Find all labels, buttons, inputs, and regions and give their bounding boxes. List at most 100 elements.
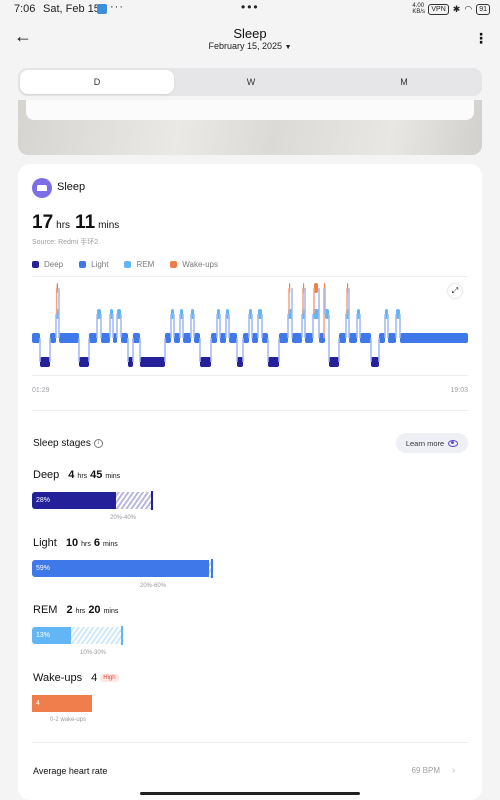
learn-more-button[interactable]: Learn more <box>396 433 468 453</box>
stage-percent-fill: 4 <box>32 695 92 712</box>
legend-swatch <box>79 261 87 268</box>
hypnogram-segment <box>59 333 79 343</box>
stage-percent-fill: 13% <box>32 627 71 644</box>
page-title: Sleep <box>233 26 267 41</box>
expand-icon[interactable]: ⤢ <box>448 284 462 298</box>
date-selector[interactable]: February 15, 2025 ▼ <box>0 41 500 51</box>
tab-month[interactable]: M <box>400 77 408 87</box>
hypnogram-segment <box>229 333 237 343</box>
hypnogram-segment <box>388 333 396 343</box>
hypnogram-segment <box>89 333 97 343</box>
hypnogram-segment <box>258 309 262 319</box>
legend-item-wakeups: Wake-ups <box>170 260 218 269</box>
hypnogram-segment <box>32 333 40 343</box>
stage-mins-unit: mins <box>105 473 121 480</box>
hypnogram-segment <box>325 309 329 319</box>
stage-rem-label: REM 2 hrs 20 mins <box>33 604 118 616</box>
hypnogram-segment <box>117 309 121 319</box>
chart-start-time: 01:29 <box>32 387 50 394</box>
info-icon[interactable]: i <box>93 439 103 448</box>
stage-deep-range: 20%-40% <box>110 515 137 521</box>
duration-mins-unit: mins <box>98 220 120 231</box>
range-end-marker <box>121 626 123 645</box>
stage-hours-unit: hrs <box>75 608 86 615</box>
status-bar: 7:06 Sat, Feb 15 ··· ••• 4.00 KB/s VPN ✱… <box>0 0 500 18</box>
total-duration: 17 hrs 11 mins <box>32 212 119 234</box>
caret-down-icon: ▼ <box>284 44 292 51</box>
hypnogram-segment <box>339 333 346 343</box>
stage-mins: 45 <box>90 469 103 481</box>
hypnogram-segment <box>396 309 400 319</box>
recommended-range <box>62 627 122 644</box>
hypnogram-segment <box>243 333 249 343</box>
stage-percent-fill: 28% <box>32 492 116 509</box>
more-options-icon[interactable]: ⋮ <box>474 30 488 46</box>
stage-hours-unit: hrs <box>77 473 88 480</box>
date-label: February 15, 2025 <box>208 41 283 51</box>
hypnogram-segment <box>262 333 268 343</box>
legend-item-rem: REM <box>124 260 154 269</box>
high-badge: High <box>100 674 119 682</box>
status-date: Sat, Feb 15 <box>43 3 100 15</box>
back-arrow-icon[interactable]: ← <box>14 26 32 46</box>
tab-day[interactable]: D <box>20 70 174 94</box>
data-source: Source: Redmi 手环2 <box>32 239 99 246</box>
avg-heart-rate-value: 69 BPM <box>411 766 440 775</box>
hypnogram-segment <box>174 333 180 343</box>
chevron-right-icon[interactable]: › <box>452 765 456 776</box>
wakeups-count: 4 <box>91 672 98 684</box>
stage-hours: 10 <box>65 537 79 549</box>
hypnogram-segment <box>165 333 171 343</box>
stage-name: Wake-ups <box>33 672 83 684</box>
period-tabs: D W M <box>18 68 482 96</box>
hypnogram-segment <box>133 333 140 343</box>
stage-light-label: Light 10 hrs 6 mins <box>33 537 118 549</box>
data-speed: 4.00 KB/s <box>412 3 426 15</box>
stage-wakeups-label: Wake-ups 4 High <box>33 672 119 684</box>
hypnogram-segment <box>305 333 313 343</box>
hypnogram-segment <box>400 333 468 343</box>
avg-heart-rate-label[interactable]: Average heart rate <box>33 766 108 776</box>
hypnogram-segment <box>252 333 258 343</box>
wifi-icon: ◠ <box>464 3 473 14</box>
hypnogram-segment <box>379 333 385 343</box>
stage-hours: 4 <box>68 469 75 481</box>
stage-name: Light <box>33 537 57 549</box>
stage-light-range: 20%-60% <box>140 583 167 589</box>
stage-name: Deep <box>33 469 60 481</box>
hypnogram-segment <box>220 333 226 343</box>
range-end-marker <box>151 491 153 510</box>
battery-icon: 91 <box>476 3 490 15</box>
hypnogram-segment <box>268 357 279 367</box>
hypnogram-segment <box>101 333 110 343</box>
hypnogram-segment <box>200 357 211 367</box>
eye-icon <box>448 439 459 447</box>
legend-label: Deep <box>44 260 64 269</box>
legend-item-light: Light <box>79 260 108 269</box>
hypnogram-segment <box>194 333 200 343</box>
bluetooth-icon: ✱ <box>452 3 461 14</box>
window-dots-icon[interactable]: ••• <box>241 0 260 14</box>
stage-hours: 2 <box>66 604 73 616</box>
hypnogram-segment <box>292 333 302 343</box>
stage-rem-range: 10%-30% <box>80 650 107 656</box>
sleep-stage-chart[interactable] <box>32 276 468 376</box>
range-end-marker <box>211 559 213 578</box>
chart-legend: Deep Light REM Wake-ups <box>32 260 218 269</box>
hypnogram-segment <box>371 357 379 367</box>
legend-label: REM <box>136 260 155 269</box>
legend-label: Light <box>91 260 109 269</box>
duration-mins: 11 <box>75 212 96 233</box>
banner-overlay-card <box>26 100 474 120</box>
duration-hours-unit: hrs <box>56 220 71 231</box>
hypnogram-segment <box>140 357 165 367</box>
stage-mins-unit: mins <box>103 608 119 615</box>
card-title: Sleep <box>57 181 86 193</box>
tab-week[interactable]: W <box>246 77 256 87</box>
sleep-stages-label: Sleep stages <box>33 438 91 449</box>
stage-mins-unit: mins <box>102 541 118 548</box>
hypnogram-segment <box>329 357 339 367</box>
hypnogram-segment <box>113 333 117 343</box>
legend-swatch <box>170 261 178 268</box>
stage-mins: 20 <box>88 604 101 616</box>
